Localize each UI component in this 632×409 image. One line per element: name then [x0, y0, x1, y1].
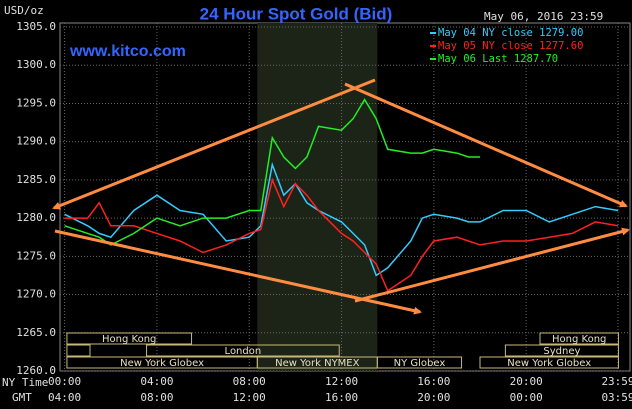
timestamp: May 06, 2016 23:59 [484, 10, 603, 23]
y-tick-label: 1275.0 [16, 249, 56, 262]
x-tick-label: 04:00 [140, 375, 173, 388]
y-axis-label: USD/oz [4, 4, 44, 17]
trend-arrow [52, 78, 376, 210]
session-label: New York Globex [507, 358, 591, 369]
trend-arrow [344, 82, 628, 208]
session-label: Sydney [543, 346, 580, 357]
legend-entry: May 05 NY close 1277.60 [438, 40, 583, 52]
x-tick-label: 08:00 [233, 375, 266, 388]
x2-tick-label: 16:00 [325, 391, 358, 404]
x2-tick-label: 20:00 [417, 391, 450, 404]
session-box [66, 344, 91, 357]
x2-tick-label: 00:00 [510, 391, 543, 404]
y-tick-label: 1265.0 [16, 326, 56, 339]
chart-title: 24 Hour Spot Gold (Bid) [200, 4, 393, 23]
session-box [479, 356, 619, 369]
trend-arrows [52, 78, 630, 315]
y-tick-label: 1305.0 [16, 20, 56, 33]
session-box [146, 344, 340, 357]
y-tick-label: 1285.0 [16, 173, 56, 186]
session-box [376, 356, 463, 369]
x2-tick-label: 12:00 [233, 391, 266, 404]
session-box [539, 332, 619, 345]
x-tick-label: 00:00 [48, 375, 81, 388]
session-label: New York Globex [120, 358, 204, 369]
x-tick-label: 20:00 [510, 375, 543, 388]
y-tick-label: 1290.0 [16, 135, 56, 148]
session-box [504, 344, 619, 357]
x2-tick-label: 08:00 [140, 391, 173, 404]
session-label: Hong Kong [102, 334, 156, 345]
x2-tick-label: 03:59 [601, 391, 632, 404]
x2-tick-label: 04:00 [48, 391, 81, 404]
x-tick-label: 12:00 [325, 375, 358, 388]
series-line [64, 161, 619, 277]
session-box [66, 332, 193, 345]
y-tick-label: 1300.0 [16, 58, 56, 71]
y-tick-label: 1270.0 [16, 288, 56, 301]
legend-entry: May 06 Last 1287.70 [438, 53, 558, 65]
legend-entry: May 04 NY close 1279.00 [438, 27, 583, 39]
x-tick-label: 16:00 [417, 375, 450, 388]
y-tick-label: 1295.0 [16, 96, 56, 109]
x2-axis-label: GMT [12, 391, 32, 404]
x-tick-label: 23:59 [601, 375, 632, 388]
series-line [64, 177, 619, 292]
y-tick-label: 1260.0 [16, 364, 56, 377]
shaded-session [257, 23, 378, 371]
session-label: New York NYMEX [275, 358, 360, 369]
session-label: NY Globex [394, 358, 446, 369]
series-line [64, 98, 480, 246]
website: www.kitco.com [69, 43, 186, 60]
y-tick-label: 1280.0 [16, 211, 56, 224]
session-label: London [225, 346, 262, 357]
x-axis-label: NY Time [2, 376, 48, 389]
trend-arrow [354, 227, 630, 303]
session-label: Hong Kong [552, 334, 606, 345]
